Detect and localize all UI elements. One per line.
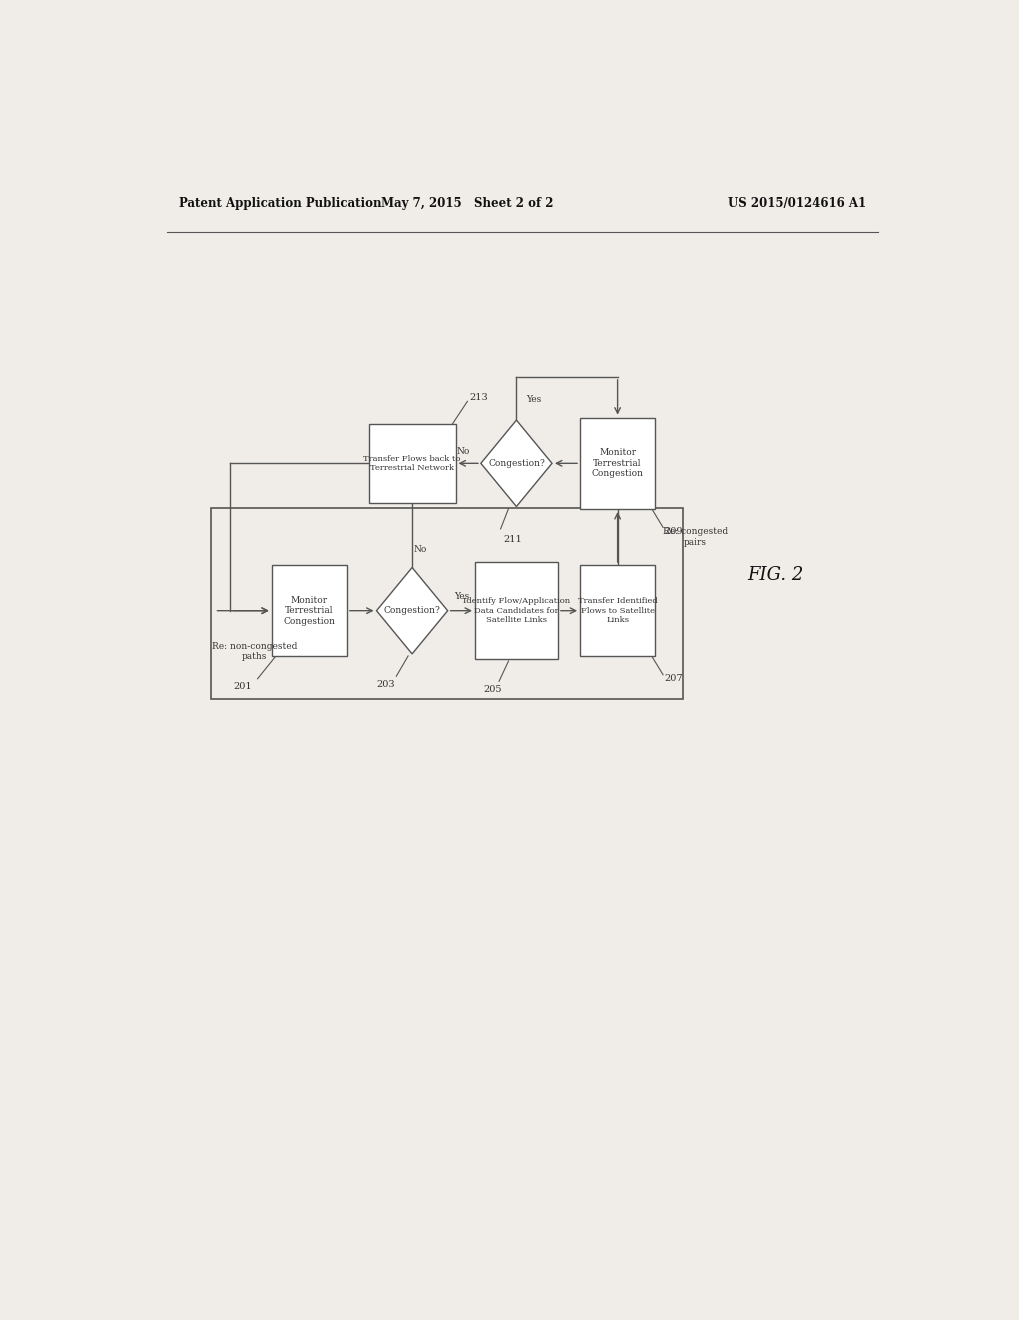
FancyBboxPatch shape bbox=[475, 562, 557, 659]
Text: Congestion?: Congestion? bbox=[487, 459, 544, 467]
Text: May 7, 2015   Sheet 2 of 2: May 7, 2015 Sheet 2 of 2 bbox=[381, 197, 553, 210]
Text: Patent Application Publication: Patent Application Publication bbox=[178, 197, 381, 210]
Polygon shape bbox=[480, 420, 551, 507]
Text: Re: congested
pairs: Re: congested pairs bbox=[662, 527, 728, 546]
FancyBboxPatch shape bbox=[368, 424, 455, 503]
Text: Congestion?: Congestion? bbox=[383, 606, 440, 615]
FancyBboxPatch shape bbox=[580, 565, 654, 656]
FancyBboxPatch shape bbox=[580, 417, 654, 510]
Text: 203: 203 bbox=[376, 680, 394, 689]
Text: No: No bbox=[457, 446, 470, 455]
Text: 205: 205 bbox=[483, 685, 501, 694]
Text: 201: 201 bbox=[233, 682, 252, 692]
Text: Monitor
Terrestrial
Congestion: Monitor Terrestrial Congestion bbox=[591, 449, 643, 478]
Text: Monitor
Terrestrial
Congestion: Monitor Terrestrial Congestion bbox=[283, 595, 335, 626]
FancyBboxPatch shape bbox=[271, 565, 346, 656]
Text: Yes: Yes bbox=[453, 591, 469, 601]
Text: Transfer Flows back to
Terrestrial Network: Transfer Flows back to Terrestrial Netwo… bbox=[363, 454, 461, 473]
Text: Identify Flow/Application
Data Candidates for
Satellite Links: Identify Flow/Application Data Candidate… bbox=[463, 598, 570, 624]
Text: 213: 213 bbox=[470, 393, 488, 401]
Text: 211: 211 bbox=[502, 535, 522, 544]
Text: 207: 207 bbox=[664, 675, 683, 684]
Text: US 2015/0124616 A1: US 2015/0124616 A1 bbox=[728, 197, 866, 210]
Text: 209: 209 bbox=[664, 527, 683, 536]
Text: Re: non-congested
paths: Re: non-congested paths bbox=[212, 642, 298, 661]
Polygon shape bbox=[376, 568, 447, 653]
Text: Yes: Yes bbox=[526, 395, 541, 404]
Text: Transfer Identified
Flows to Satellite
Links: Transfer Identified Flows to Satellite L… bbox=[577, 598, 657, 624]
Text: FIG. 2: FIG. 2 bbox=[747, 566, 803, 585]
Text: No: No bbox=[413, 545, 426, 553]
